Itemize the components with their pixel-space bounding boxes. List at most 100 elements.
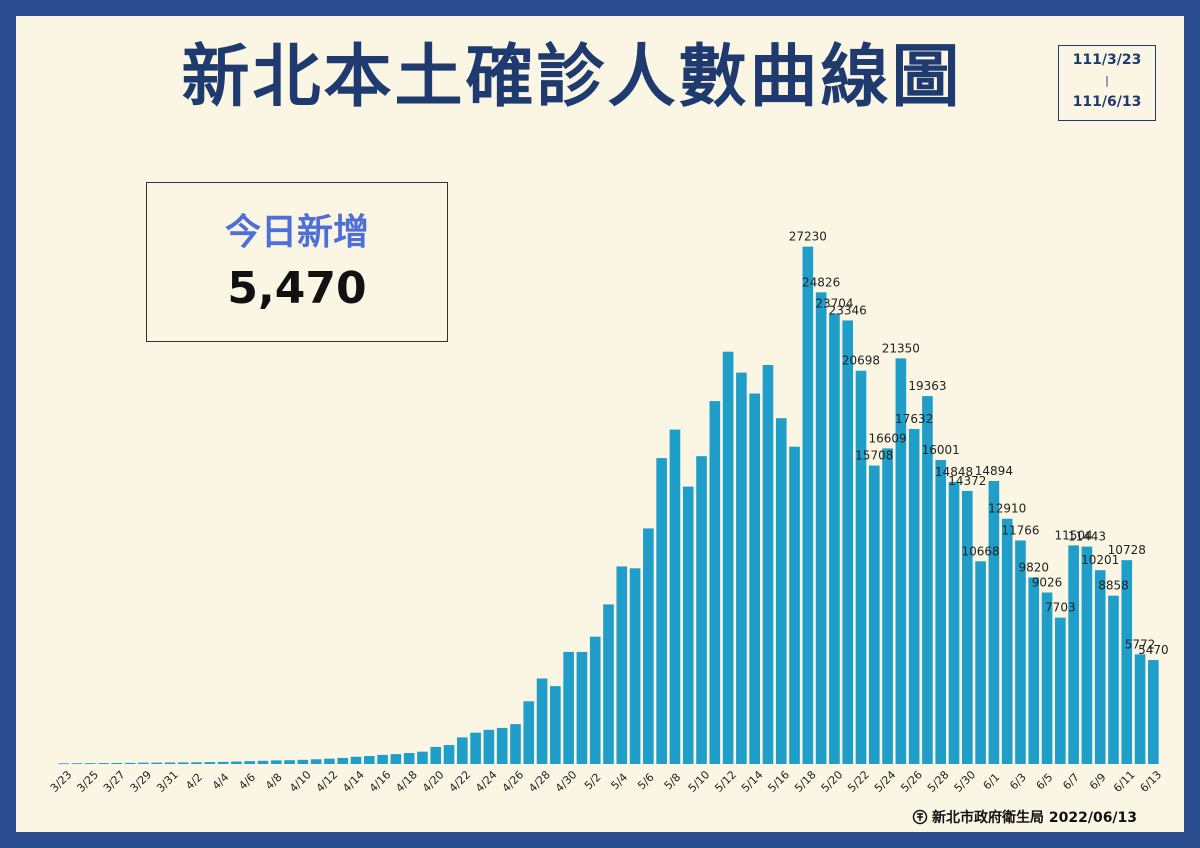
- x-tick-4/28: 4/28: [526, 768, 553, 795]
- x-tick-5/22: 5/22: [845, 768, 872, 795]
- data-label-5/23: 15708: [855, 449, 893, 463]
- bar-3/28: [124, 762, 136, 764]
- x-tick-5/24: 5/24: [872, 768, 899, 795]
- health-bureau-logo-icon: [912, 809, 928, 825]
- bar-6/11: [1121, 560, 1133, 764]
- x-tick-5/28: 5/28: [925, 768, 952, 795]
- data-label-5/29: 14848: [935, 465, 973, 479]
- data-label-5/30: 14372: [948, 474, 986, 488]
- bar-5/10: [696, 456, 707, 764]
- bar-4/2: [191, 762, 202, 764]
- x-tick-5/8: 5/8: [662, 771, 684, 793]
- bar-4/14: [350, 756, 362, 764]
- bar-4/28: [536, 678, 548, 764]
- x-tick-5/4: 5/4: [608, 771, 630, 793]
- bar-5/30: [961, 490, 973, 764]
- bar-5/5: [629, 568, 641, 764]
- bar-4/19: [417, 751, 428, 764]
- bar-5/1: [576, 651, 588, 764]
- bar-4/8: [270, 760, 282, 764]
- bar-5/13: [736, 372, 747, 764]
- x-tick-4/4: 4/4: [210, 771, 232, 793]
- bar-5/26: [908, 428, 920, 764]
- x-tick-5/18: 5/18: [792, 768, 819, 795]
- bar-4/6: [244, 761, 256, 764]
- bar-5/23: [868, 465, 880, 764]
- bar-6/2: [1001, 518, 1013, 764]
- date-range-box: 111/3/23 | 111/6/13: [1058, 45, 1156, 121]
- bar-4/11: [310, 759, 322, 764]
- x-tick-6/9: 6/9: [1087, 771, 1109, 793]
- bar-5/19: [815, 292, 827, 764]
- data-label-5/21: 23346: [829, 303, 867, 317]
- data-label-5/26: 17632: [895, 412, 933, 426]
- bar-3/25: [84, 763, 96, 764]
- bar-5/2: [589, 636, 601, 764]
- bar-6/6: [1055, 617, 1066, 764]
- bar-4/17: [390, 754, 402, 764]
- data-label-6/2: 12910: [988, 502, 1026, 516]
- bar-5/18: [802, 246, 814, 764]
- x-tick-5/14: 5/14: [739, 768, 766, 795]
- today-new-cases-box: 今日新增 5,470: [146, 182, 448, 342]
- data-label-6/13: 5470: [1138, 643, 1169, 657]
- bar-5/27: [922, 396, 933, 764]
- bar-3/27: [111, 762, 123, 764]
- x-tick-4/20: 4/20: [420, 768, 447, 795]
- x-tick-3/29: 3/29: [128, 768, 155, 795]
- bar-5/7: [656, 458, 667, 764]
- x-tick-5/30: 5/30: [952, 768, 979, 795]
- x-tick-5/16: 5/16: [765, 768, 792, 795]
- bar-4/12: [324, 758, 335, 764]
- bar-4/21: [443, 745, 455, 764]
- x-tick-5/12: 5/12: [712, 768, 739, 795]
- data-label-6/12: 5772: [1125, 637, 1156, 651]
- bar-4/20: [430, 746, 442, 764]
- bar-5/20: [829, 313, 840, 764]
- bar-5/16: [775, 418, 787, 764]
- data-label-6/10: 8858: [1098, 579, 1129, 593]
- bar-3/24: [71, 763, 83, 765]
- bar-3/31: [164, 762, 176, 764]
- bar-4/30: [563, 651, 574, 764]
- bar-5/3: [603, 604, 614, 764]
- data-label-6/11: 10728: [1108, 543, 1146, 557]
- x-tick-4/18: 4/18: [393, 768, 420, 795]
- bar-4/1: [177, 762, 189, 764]
- x-tick-6/7: 6/7: [1060, 771, 1082, 793]
- bar-4/26: [510, 724, 521, 764]
- bar-4/25: [496, 727, 508, 764]
- bar-3/29: [138, 762, 149, 764]
- data-label-5/20: 23704: [815, 297, 853, 311]
- bar-5/22: [855, 370, 867, 764]
- bar-5/24: [882, 448, 893, 764]
- data-label-5/18: 27230: [789, 230, 827, 244]
- bar-6/7: [1068, 545, 1079, 764]
- bar-6/1: [988, 481, 1000, 764]
- x-tick-4/24: 4/24: [473, 768, 500, 795]
- data-label-6/3: 11766: [1001, 523, 1039, 537]
- today-new-cases-label: 今日新增: [224, 212, 369, 253]
- data-label-6/1: 14894: [975, 464, 1013, 478]
- bar-4/10: [297, 759, 309, 764]
- bar-4/9: [284, 760, 295, 764]
- bar-5/14: [749, 393, 760, 764]
- data-label-5/19: 24826: [802, 275, 840, 289]
- bar-3/26: [98, 763, 109, 764]
- x-tick-5/10: 5/10: [686, 768, 713, 795]
- footer-text: 新北市政府衛生局 2022/06/13: [932, 810, 1138, 826]
- bar-5/15: [762, 365, 774, 764]
- bar-5/8: [669, 429, 681, 764]
- x-tick-4/10: 4/10: [287, 768, 314, 795]
- x-tick-4/30: 4/30: [553, 768, 580, 795]
- x-tick-4/22: 4/22: [447, 768, 474, 795]
- bar-5/11: [709, 401, 721, 764]
- x-tick-6/5: 6/5: [1034, 771, 1056, 793]
- x-tick-5/2: 5/2: [582, 771, 604, 793]
- bar-4/7: [257, 760, 269, 764]
- x-tick-5/20: 5/20: [819, 768, 846, 795]
- x-tick-5/6: 5/6: [635, 771, 657, 793]
- x-tick-3/25: 3/25: [74, 768, 101, 795]
